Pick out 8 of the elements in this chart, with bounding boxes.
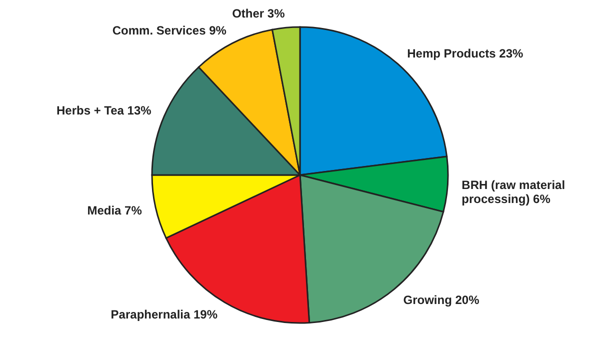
- slice-label: Comm. Services 9%: [112, 24, 227, 38]
- slice-label: Growing 20%: [403, 292, 480, 307]
- slice-label: Hemp Products 23%: [407, 46, 524, 60]
- slice-label: BRH (raw material processing) 6%: [462, 178, 566, 206]
- slice-label: Herbs + Tea 13%: [56, 104, 152, 118]
- slice-label: Other 3%: [232, 6, 286, 21]
- slice-label: Media 7%: [87, 203, 142, 218]
- slice-label: Paraphernalia 19%: [110, 307, 218, 322]
